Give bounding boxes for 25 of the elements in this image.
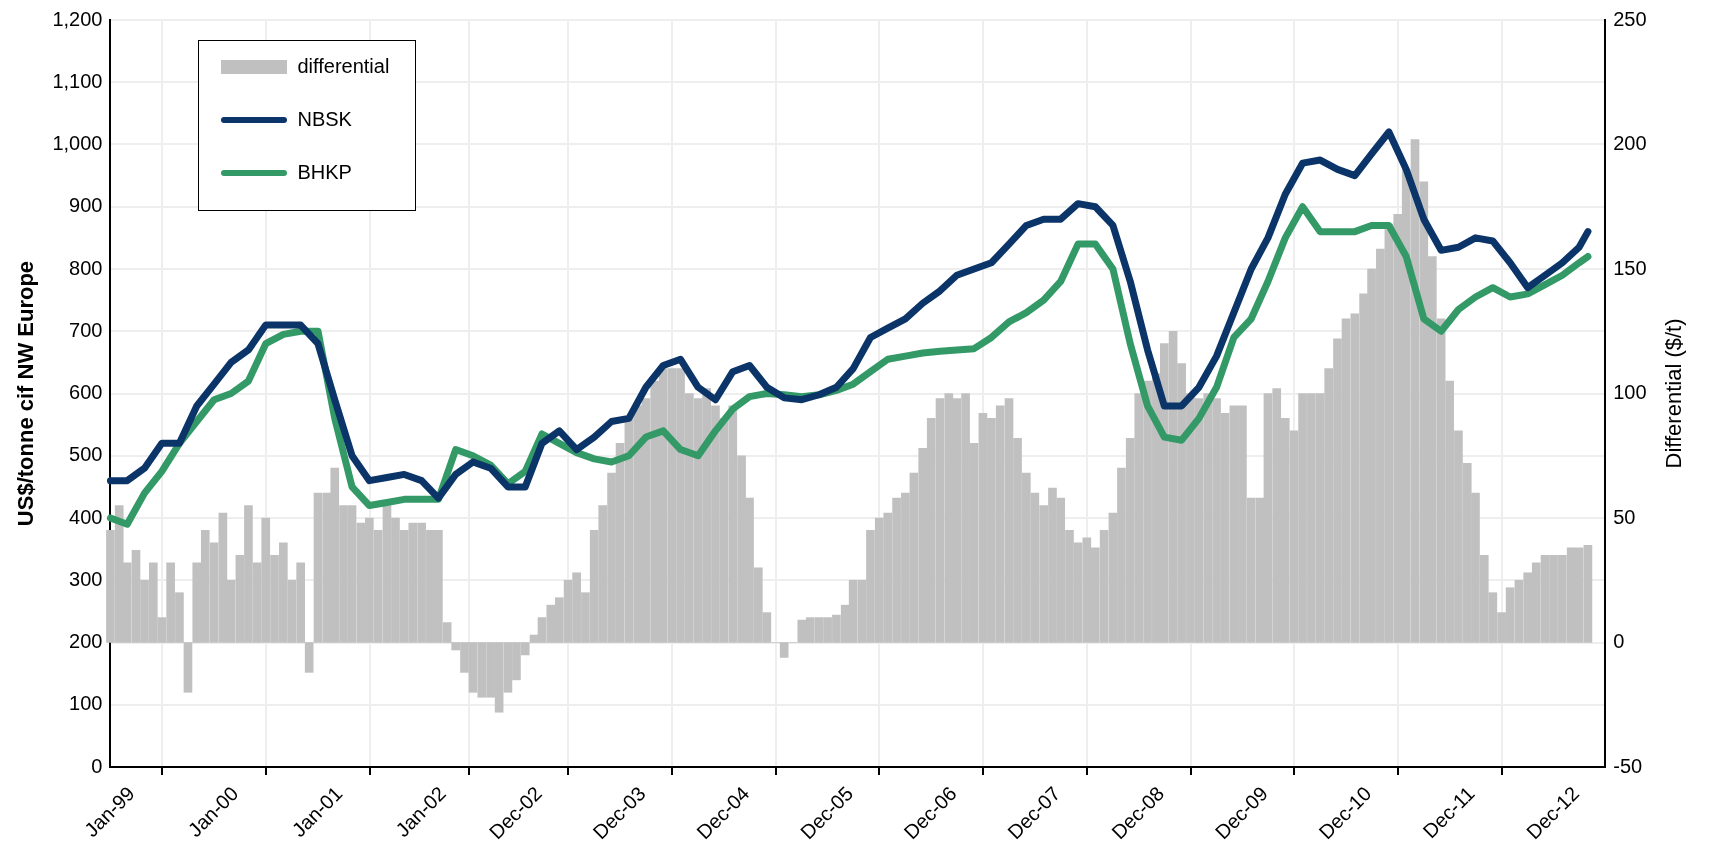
y-tick-label: 1,000 [52, 132, 103, 155]
y-tick-label: 300 [69, 567, 103, 590]
y-tick-label: 1,200 [52, 7, 103, 30]
y-tick-label: 200 [69, 630, 103, 653]
y-axis-title: US$/tonne cif NW Europe [13, 260, 39, 527]
legend-label: BHKP [297, 161, 352, 184]
y2-tick-label: 200 [1613, 132, 1647, 155]
y2-tick-label: 50 [1613, 505, 1636, 528]
y-tick-label: 0 [91, 754, 103, 777]
y-tick-label: 900 [69, 194, 103, 217]
y-tick-label: 400 [69, 505, 103, 528]
y-tick-label: 500 [69, 443, 103, 466]
y2-tick-label: 150 [1613, 256, 1647, 279]
y-tick-label: 1,100 [52, 69, 103, 92]
y2-tick-label: 0 [1613, 630, 1625, 653]
legend-label: differential [297, 55, 390, 78]
y2-tick-label: 250 [1613, 7, 1647, 30]
y2-tick-label: 100 [1613, 381, 1647, 404]
y-tick-label: 700 [69, 318, 103, 341]
y-tick-label: 600 [69, 381, 103, 404]
y-tick-label: 800 [69, 256, 103, 279]
y2-tick-label: -50 [1613, 754, 1643, 777]
legend-label: NBSK [297, 108, 352, 131]
y2-axis-title: Differential ($/t) [1661, 318, 1687, 469]
y-tick-label: 100 [69, 692, 103, 715]
